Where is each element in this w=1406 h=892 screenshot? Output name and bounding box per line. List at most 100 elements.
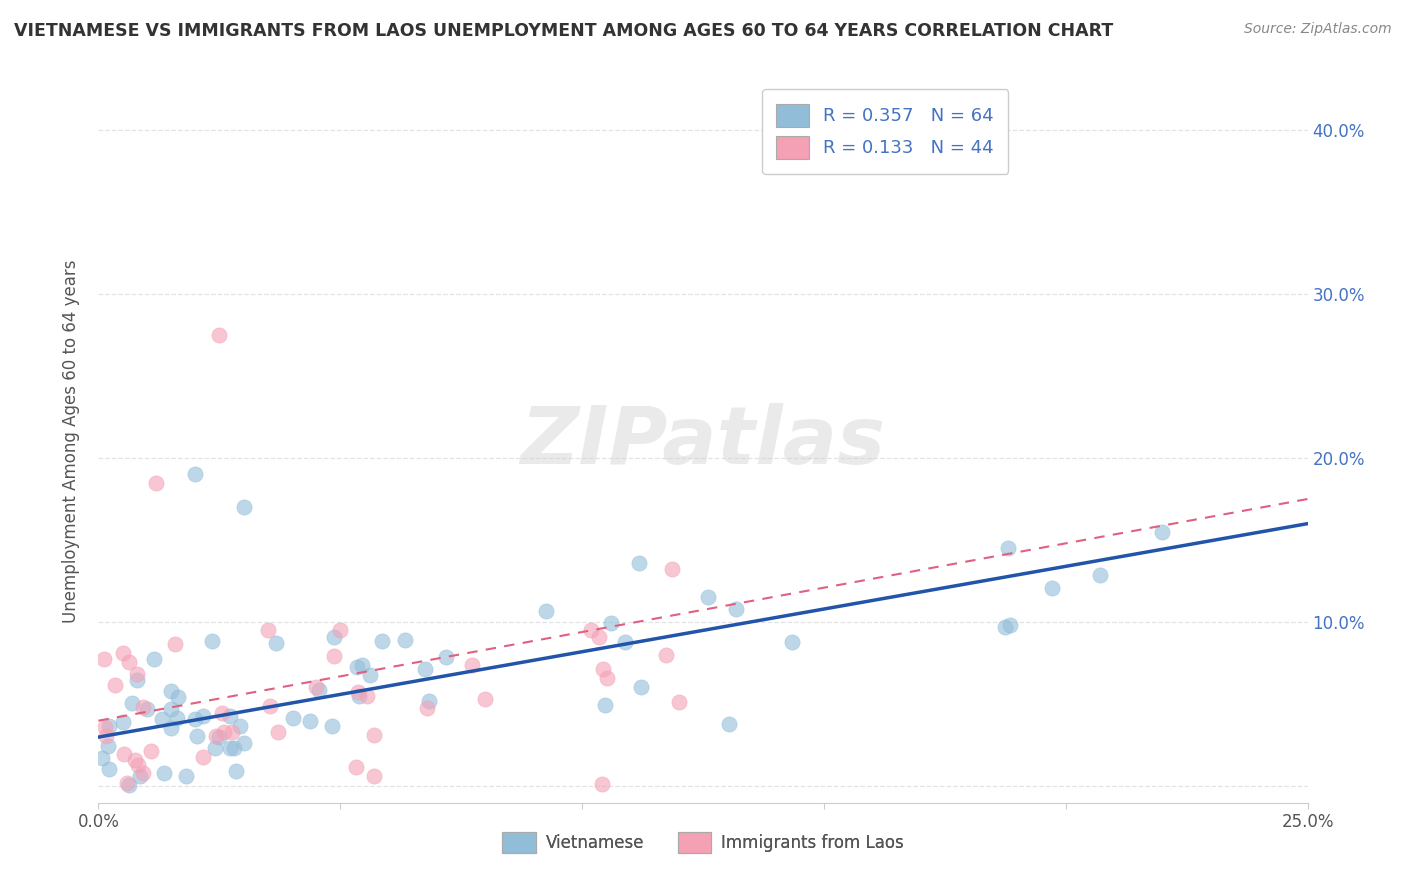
Point (132, 700, 155, 714)
Point (186, 729, 208, 743)
Point (259, 699, 281, 714)
Point (356, 689, 378, 703)
Point (118, 656, 141, 670)
Point (413, 662, 436, 676)
Point (212, 725, 235, 739)
Point (219, 708, 242, 723)
Point (655, 648, 678, 662)
Point (160, 701, 183, 715)
Point (127, 758, 149, 772)
Point (193, 708, 215, 723)
Point (461, 657, 484, 672)
Point (200, 634, 222, 648)
Point (129, 769, 152, 783)
Point (222, 741, 245, 756)
Point (117, 776, 139, 790)
Point (627, 556, 650, 570)
Point (166, 710, 188, 724)
Point (98, 719, 121, 733)
Text: VIETNAMESE VS IMMIGRANTS FROM LAOS UNEMPLOYMENT AMONG AGES 60 TO 64 YEARS CORREL: VIETNAMESE VS IMMIGRANTS FROM LAOS UNEMP… (14, 22, 1114, 40)
Point (160, 722, 183, 736)
Point (104, 678, 127, 692)
Point (997, 541, 1019, 555)
Point (184, 467, 207, 482)
Point (596, 671, 619, 685)
Point (97, 739, 120, 753)
Point (394, 633, 416, 648)
Point (118, 778, 141, 792)
Point (167, 690, 190, 705)
Point (93, 651, 115, 665)
Point (1152, 524, 1174, 539)
Point (184, 712, 207, 726)
Text: Source: ZipAtlas.com: Source: ZipAtlas.com (1244, 22, 1392, 37)
Point (308, 682, 330, 697)
Point (668, 695, 690, 709)
Point (111, 646, 134, 660)
Point (145, 475, 167, 490)
Point (352, 657, 374, 672)
Point (599, 616, 621, 631)
Point (321, 719, 343, 733)
Point (305, 680, 328, 694)
Point (94, 720, 117, 734)
Point (221, 725, 243, 739)
Point (630, 680, 652, 694)
Point (111, 714, 134, 729)
Point (416, 701, 439, 715)
Point (474, 692, 496, 706)
Y-axis label: Unemployment Among Ages 60 to 64 years: Unemployment Among Ages 60 to 64 years (62, 260, 80, 624)
Point (998, 617, 1021, 632)
Point (536, 604, 558, 618)
Point (208, 730, 231, 744)
Point (174, 769, 197, 783)
Point (281, 711, 304, 725)
Point (165, 637, 187, 651)
Point (139, 744, 162, 758)
Point (418, 694, 440, 708)
Point (299, 714, 322, 728)
Point (346, 659, 368, 673)
Point (592, 662, 614, 676)
Point (363, 727, 385, 741)
Point (591, 777, 613, 791)
Point (232, 500, 254, 515)
Point (614, 634, 637, 648)
Legend: Vietnamese, Immigrants from Laos: Vietnamese, Immigrants from Laos (496, 826, 910, 860)
Point (131, 765, 153, 780)
Point (267, 724, 290, 739)
Point (371, 634, 394, 648)
Point (434, 650, 457, 665)
Point (717, 717, 740, 731)
Point (142, 652, 165, 666)
Point (359, 667, 381, 681)
Point (232, 736, 254, 750)
Point (150, 712, 173, 726)
Point (225, 764, 247, 778)
Point (697, 590, 720, 604)
Point (135, 702, 157, 716)
Point (204, 740, 226, 755)
Point (96, 729, 118, 743)
Point (219, 741, 242, 756)
Point (127, 673, 149, 687)
Point (329, 624, 352, 638)
Point (264, 636, 287, 650)
Point (588, 630, 610, 644)
Point (208, 327, 231, 342)
Text: ZIPatlas: ZIPatlas (520, 402, 886, 481)
Point (579, 623, 602, 637)
Point (91, 750, 114, 764)
Point (256, 624, 278, 638)
Point (204, 729, 226, 743)
Point (347, 689, 370, 703)
Point (97, 762, 120, 776)
Point (1088, 567, 1111, 582)
Point (322, 630, 344, 644)
Point (363, 769, 385, 783)
Point (153, 766, 176, 780)
Point (191, 750, 214, 764)
Point (211, 706, 233, 720)
Point (593, 698, 616, 712)
Point (993, 620, 1015, 634)
